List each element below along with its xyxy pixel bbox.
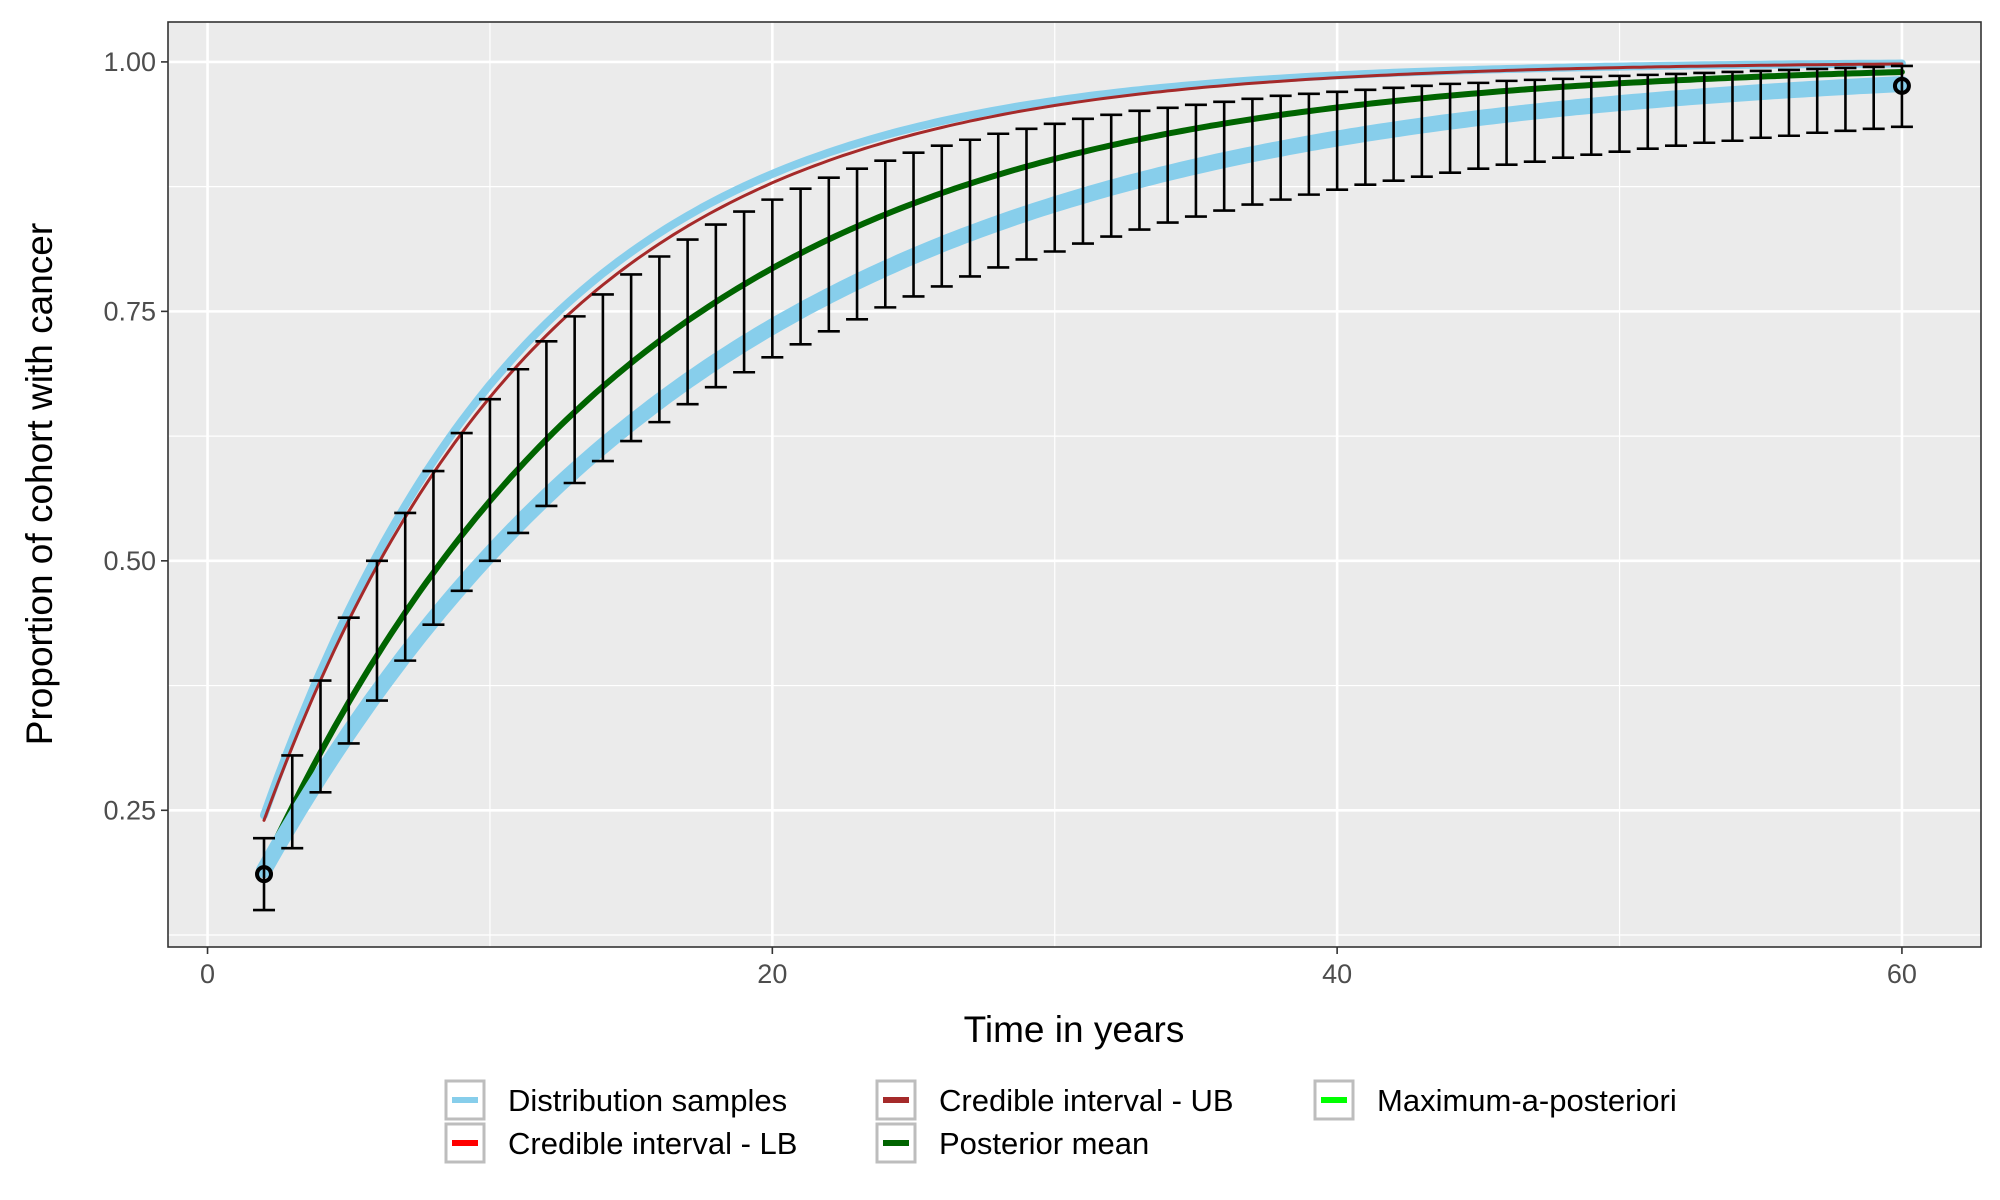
error-bar — [761, 198, 784, 359]
error-bar — [1410, 84, 1433, 178]
error-bar — [591, 293, 614, 463]
error-bar — [535, 340, 558, 508]
error-bar — [1043, 122, 1066, 253]
error-bar — [1382, 86, 1405, 182]
error-bar — [1890, 64, 1913, 129]
legend-item-mean: Posterior mean — [875, 1122, 1149, 1164]
error-bar — [1439, 82, 1462, 174]
error-bar — [902, 151, 925, 298]
error-bar — [1580, 75, 1603, 157]
error-bar — [1326, 90, 1349, 191]
y-tick-label: 1.00 — [103, 47, 156, 77]
error-bar — [394, 511, 417, 662]
series-line-ub — [262, 62, 1904, 822]
error-bar — [1834, 66, 1857, 133]
error-bar — [1213, 100, 1236, 212]
error-bar — [337, 616, 360, 745]
error-bars — [253, 64, 1913, 912]
error-bar — [789, 187, 812, 346]
error-bar — [1495, 79, 1518, 166]
legend: Distribution samples Credible interval - … — [444, 1079, 1677, 1164]
error-bar — [309, 679, 332, 794]
error-bar — [1015, 127, 1038, 261]
error-bar — [1269, 94, 1292, 201]
error-bar — [817, 176, 840, 333]
error-bar — [1749, 69, 1772, 140]
error-bar — [1241, 97, 1264, 206]
error-bar — [733, 210, 756, 374]
legend-item-ub: Credible interval - UB — [875, 1079, 1234, 1121]
error-bar — [620, 273, 643, 443]
error-bar — [846, 167, 869, 321]
error-bar — [1100, 113, 1123, 238]
error-bar — [1552, 77, 1575, 160]
error-bar — [1156, 106, 1179, 224]
x-tick-label: 0 — [200, 959, 215, 989]
error-bar — [1128, 109, 1151, 231]
legend-label: Distribution samples — [508, 1083, 787, 1118]
error-bar — [959, 138, 982, 278]
legend-label: Credible interval - UB — [939, 1083, 1234, 1118]
error-bar — [253, 836, 276, 912]
error-bar — [563, 315, 586, 485]
x-tick-label: 60 — [1887, 959, 1917, 989]
error-bar — [1636, 73, 1659, 151]
error-bar — [930, 144, 953, 288]
observed-point — [1892, 76, 1911, 95]
error-bar — [1184, 103, 1207, 218]
error-bar — [422, 469, 445, 626]
observed-point — [255, 865, 274, 884]
error-bar — [1665, 72, 1688, 148]
error-bar — [1721, 70, 1744, 143]
y-tick-label: 0.50 — [103, 546, 156, 576]
legend-label: Posterior mean — [939, 1126, 1149, 1161]
error-bar — [874, 159, 897, 309]
error-bar — [281, 754, 304, 850]
error-bar — [1608, 74, 1631, 154]
error-bar — [1862, 65, 1885, 131]
error-bar — [507, 367, 530, 535]
x-axis-title: Time in years — [964, 1009, 1185, 1050]
error-bar — [365, 559, 388, 702]
error-bar — [1354, 88, 1377, 186]
y-tick-label: 0.75 — [103, 296, 156, 326]
error-bar — [1297, 92, 1320, 196]
axes: 0 20 40 60 0.25 0.50 0.75 1.00 — [103, 47, 1917, 989]
error-bar — [1523, 78, 1546, 163]
error-bar — [450, 431, 473, 593]
legend-label: Credible interval - LB — [508, 1126, 797, 1161]
error-bar — [987, 132, 1010, 269]
legend-item-map: Maximum-a-posteriori — [1313, 1079, 1677, 1121]
y-tick-label: 0.25 — [103, 795, 156, 825]
legend-item-lb: Credible interval - LB — [444, 1122, 797, 1164]
error-bar — [676, 238, 699, 406]
error-bar — [1693, 71, 1716, 145]
error-bar — [648, 255, 671, 424]
error-bar — [478, 397, 501, 563]
error-bar — [1467, 81, 1490, 170]
error-bar — [1071, 117, 1094, 245]
legend-item-samples: Distribution samples — [444, 1079, 787, 1121]
error-bar — [1777, 68, 1800, 138]
legend-label: Maximum-a-posteriori — [1377, 1083, 1677, 1118]
y-axis-title: Proportion of cohort with cancer — [19, 223, 60, 745]
x-tick-label: 20 — [757, 959, 787, 989]
error-bar — [704, 223, 727, 389]
error-bar — [1806, 67, 1829, 135]
panel-border — [167, 21, 1982, 948]
grid — [168, 22, 1981, 947]
x-tick-label: 40 — [1322, 959, 1352, 989]
panel-background — [168, 22, 1981, 947]
